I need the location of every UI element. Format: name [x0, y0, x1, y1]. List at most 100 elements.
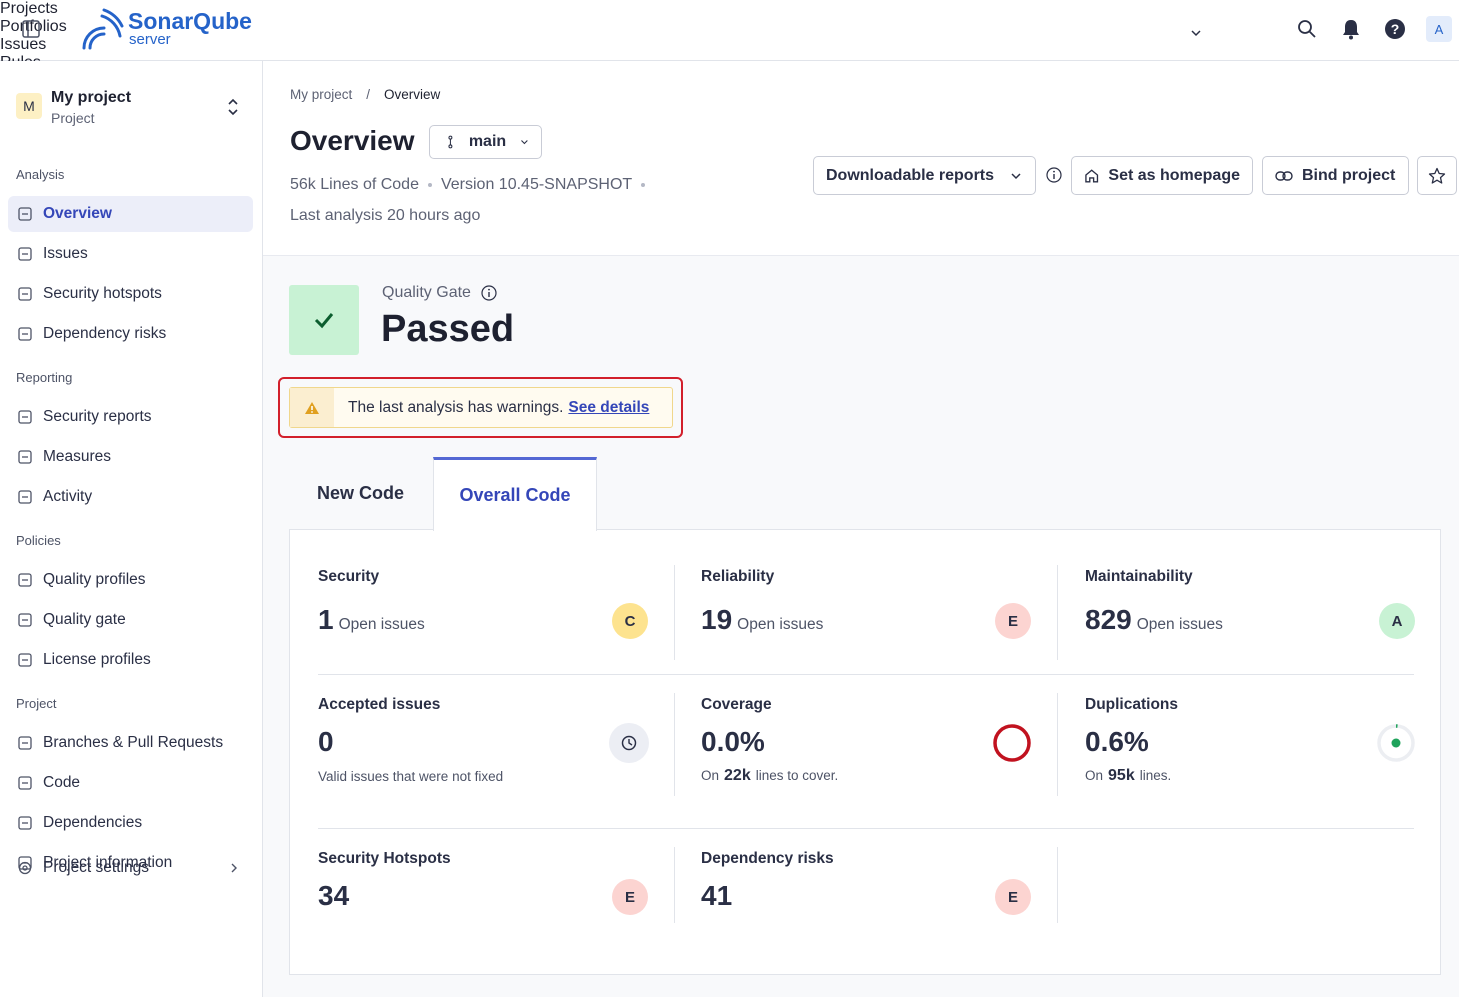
tab[interactable]: New Code — [316, 483, 404, 503]
note-suffix: lines. — [1139, 768, 1172, 783]
help-icon[interactable]: ? — [1384, 18, 1406, 40]
sidebar-item[interactable]: Activity — [8, 479, 253, 515]
search-icon[interactable] — [1297, 19, 1317, 39]
sidebar-item-label: Activity — [43, 488, 93, 505]
nav-more — [1190, 24, 1202, 42]
column-divider — [1057, 565, 1058, 660]
rating-badge[interactable]: A — [1379, 603, 1415, 639]
sidebar-item-label: Quality gate — [43, 611, 126, 628]
rating-badge[interactable]: E — [612, 879, 648, 915]
chevron — [1011, 172, 1021, 179]
info-icon[interactable] — [1046, 167, 1062, 183]
sidebar-item-label: Dependency risks — [43, 325, 167, 342]
sidebar-icon — [18, 776, 32, 790]
note-prefix: On — [1085, 768, 1104, 783]
sidebar-item[interactable]: Quality gate — [8, 602, 253, 638]
branch-icon — [448, 135, 453, 149]
svg-text:?: ? — [1391, 21, 1400, 37]
sidebar-icon — [18, 287, 32, 301]
chevron — [1191, 30, 1201, 37]
breadcrumb-link[interactable]: My project — [290, 87, 353, 102]
avatar[interactable]: A — [1426, 16, 1452, 42]
nav-item[interactable]: Portfolios — [0, 18, 67, 35]
star-icon — [1428, 167, 1446, 184]
sidebar-item-label: Issues — [43, 245, 88, 262]
bind-project-button[interactable]: Bind project — [1262, 156, 1409, 195]
card-title: Security — [318, 568, 380, 585]
link-icon — [1275, 170, 1293, 181]
card-value[interactable]: 19 Open issues — [701, 604, 823, 636]
sidebar-item[interactable]: Project information — [8, 845, 253, 881]
home-icon — [1085, 168, 1099, 182]
sidebar-item[interactable]: Branches & Pull Requests — [8, 725, 253, 761]
card-value[interactable]: 34 — [318, 880, 349, 912]
column-divider — [674, 847, 675, 923]
sidebar-item[interactable]: Project settings — [8, 850, 253, 886]
sidebar-item[interactable]: Security hotspots — [8, 276, 253, 312]
indicator-graphic — [609, 723, 649, 763]
sidebar-section-title: Reporting — [16, 370, 73, 385]
top-bar: SonarQube server Projects Portfolios Issue… — [0, 0, 1459, 161]
sidebar-item[interactable]: Issues — [8, 236, 253, 272]
column-divider — [1057, 693, 1058, 796]
info-icon[interactable] — [481, 285, 497, 301]
tab[interactable]: Overall Code — [433, 457, 597, 531]
last-analysis: Last analysis 20 hours ago — [290, 207, 481, 224]
sidebar-item[interactable]: Measures — [8, 439, 253, 475]
sidebar-toggle[interactable] — [22, 20, 40, 38]
card-value[interactable]: 41 — [701, 880, 732, 912]
set-homepage-button[interactable]: Set as homepage — [1071, 156, 1253, 195]
card-value[interactable]: 1 Open issues — [318, 604, 425, 636]
sidebar-item[interactable]: Overview — [8, 196, 253, 232]
note-suffix: lines to cover. — [755, 768, 839, 783]
rating-badge[interactable]: E — [995, 603, 1031, 639]
metric-indicator — [608, 722, 650, 764]
card-title: Duplications — [1085, 696, 1179, 713]
metric-suffix: Open issues — [338, 616, 425, 633]
card-value[interactable]: 829 Open issues — [1085, 604, 1223, 636]
project-name[interactable]: My project — [51, 89, 132, 106]
sidebar-item[interactable]: Code — [8, 765, 253, 801]
sidebar-item[interactable]: Dependencies — [8, 805, 253, 841]
breadcrumb-separator: / — [366, 87, 371, 102]
sidebar-item-label: Security reports — [43, 408, 152, 425]
project-switcher[interactable] — [226, 96, 240, 118]
sidebar-item[interactable]: License profiles — [8, 642, 253, 678]
sidebar-item[interactable]: Dependency risks — [8, 316, 253, 352]
breadcrumb-current: Overview — [384, 87, 441, 102]
warning-icon-area — [290, 388, 334, 427]
project-kind: Project — [51, 110, 95, 126]
sidebar-section-title: Project — [16, 696, 57, 711]
sidebar-icon — [18, 450, 32, 464]
sidebar-item[interactable]: Security reports — [8, 399, 253, 435]
downloadable-reports-button[interactable]: Downloadable reports — [813, 156, 1036, 195]
note-value: 95k — [1108, 767, 1135, 784]
notifications-icon[interactable] — [1341, 18, 1361, 40]
nav-item[interactable]: Issues — [0, 36, 47, 53]
metric-suffix: Open issues — [737, 616, 824, 633]
warning-link[interactable]: See details — [568, 398, 650, 416]
quality-gate-badge — [289, 285, 359, 355]
nav-item[interactable]: Projects — [0, 0, 58, 17]
card-value[interactable]: 0.6% — [1085, 726, 1149, 758]
indicator-graphic — [1377, 724, 1415, 762]
project-header: My project / Overview Overview main 56k … — [263, 61, 1459, 256]
warning-banner: The last analysis has warnings. See deta… — [289, 387, 673, 428]
favorite-button[interactable] — [1417, 156, 1457, 195]
sidebar-item[interactable]: Quality profiles — [8, 562, 253, 598]
card-value[interactable]: 0.0% — [701, 726, 765, 758]
branch-selector[interactable]: main — [429, 125, 542, 159]
card-value[interactable]: 0 — [318, 726, 334, 758]
row-divider — [318, 674, 1414, 675]
row-divider — [318, 828, 1414, 829]
quality-gate-label-row: Quality Gate — [382, 284, 497, 302]
logo-icon[interactable] — [80, 8, 124, 50]
rating-badge[interactable]: C — [612, 603, 648, 639]
metric-value: 34 — [318, 880, 350, 911]
metric-note: Valid issues that were not fixed — [318, 769, 504, 784]
metric-value: 41 — [701, 880, 733, 911]
button-label: Downloadable reports — [826, 166, 995, 184]
logo-text[interactable]: SonarQube — [128, 8, 252, 34]
rating-badge[interactable]: E — [995, 879, 1031, 915]
